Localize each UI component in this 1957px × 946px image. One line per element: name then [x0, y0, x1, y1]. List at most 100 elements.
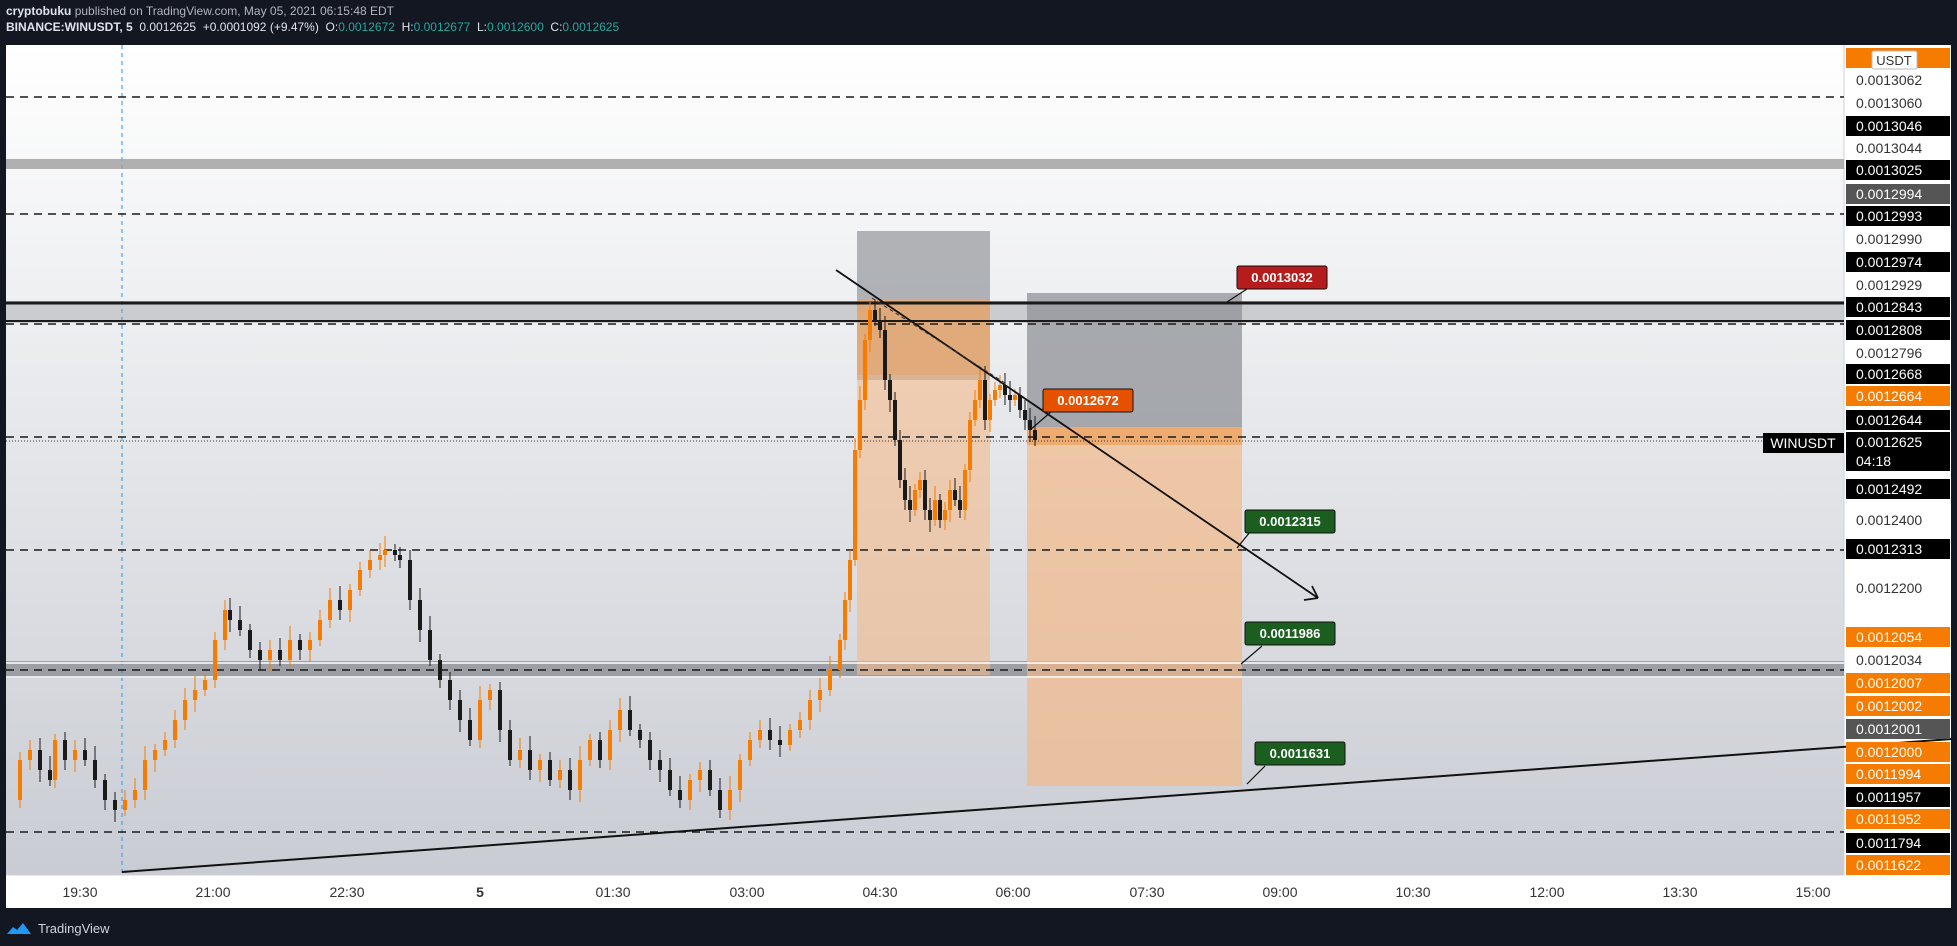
candle-body — [958, 500, 962, 510]
horizontal-levels[interactable] — [6, 96, 1844, 833]
candle-body — [648, 740, 652, 760]
candle-body — [668, 770, 672, 790]
candle-body — [228, 610, 232, 620]
price-label: 04:18 — [1856, 453, 1891, 469]
low-value: 0.0012600 — [487, 20, 544, 34]
candle-body — [113, 800, 117, 810]
price-annotation-label: 0.0012315 — [1259, 514, 1320, 529]
candle-body — [163, 740, 167, 750]
price-label: 0.0011957 — [1856, 789, 1921, 805]
candle-body — [998, 385, 1002, 390]
candle-body — [928, 510, 932, 520]
candle-body — [908, 500, 912, 510]
candle-body — [1033, 430, 1037, 440]
candle-body — [878, 320, 882, 330]
footer: TradingView — [6, 918, 110, 938]
time-axis[interactable] — [6, 875, 1844, 908]
candle-body — [48, 770, 52, 780]
candle-body — [398, 555, 402, 560]
candle-body — [458, 700, 462, 720]
price-label-bg — [1846, 297, 1950, 317]
price-annotation-label: 0.0011631 — [1270, 746, 1331, 761]
time-tick-label: 19:30 — [62, 884, 97, 900]
candle-body — [758, 730, 762, 740]
price-label: 0.0013046 — [1856, 118, 1922, 134]
price-label: 0.0012007 — [1856, 675, 1922, 691]
price-annotation[interactable] — [1254, 741, 1346, 766]
price-annotation-label: 0.0013032 — [1251, 270, 1312, 285]
candle-body — [853, 450, 857, 560]
price-label-bg — [1846, 160, 1950, 180]
price-label-bg — [1846, 364, 1950, 384]
price-label-bg — [1846, 787, 1950, 807]
downtrend-line[interactable] — [835, 269, 1319, 599]
price-label-bg — [1846, 432, 1950, 452]
time-tick-label: 13:30 — [1662, 884, 1697, 900]
candle-body — [1008, 395, 1012, 400]
currency-badge[interactable] — [1871, 50, 1918, 70]
candle-body — [923, 480, 927, 510]
candle-body — [123, 800, 127, 810]
uptrend-line[interactable] — [121, 738, 1953, 873]
candle-body — [778, 740, 782, 745]
price-label: 0.0012034 — [1856, 652, 1922, 668]
time-tick-label: 15:00 — [1795, 884, 1830, 900]
price-label: 0.0012929 — [1856, 277, 1922, 293]
footer-brand[interactable]: TradingView — [38, 920, 110, 936]
last-price: 0.0012625 — [139, 20, 197, 34]
candle-body — [678, 790, 682, 800]
price-label: 0.0012625 — [1856, 434, 1922, 450]
price-label: 0.0012994 — [1856, 186, 1922, 202]
dashed-trendline — [871, 297, 1006, 384]
price-label: 0.0012400 — [1856, 512, 1922, 528]
candle-body — [73, 750, 77, 760]
price-label-bg — [1846, 320, 1950, 340]
candle-body — [438, 660, 442, 680]
candle-body — [658, 760, 662, 770]
candle-body — [328, 600, 332, 620]
candle-body — [738, 760, 742, 790]
candle-body — [38, 750, 42, 770]
candle-body — [598, 740, 602, 760]
price-label-bg — [1846, 855, 1950, 875]
low-label: L: — [477, 20, 488, 34]
price-label: 0.0012993 — [1856, 208, 1922, 224]
price-annotation[interactable] — [1244, 509, 1336, 534]
price-annotation[interactable] — [1236, 265, 1328, 290]
candle-body — [348, 590, 352, 610]
resistance-band — [6, 159, 1844, 169]
candle-body — [238, 620, 242, 630]
candle-body — [903, 480, 907, 500]
price-label: 0.0011994 — [1856, 766, 1921, 782]
candle-body — [973, 400, 977, 420]
candle-body — [83, 750, 87, 760]
candle-body — [863, 340, 867, 400]
candle-body — [223, 610, 227, 640]
price-label: 0.0011794 — [1856, 835, 1921, 851]
candle-body — [978, 380, 982, 400]
candle-body — [1003, 385, 1007, 395]
candle-body — [508, 730, 512, 760]
price-label: 0.0012001 — [1856, 721, 1922, 737]
price-annotation[interactable] — [1042, 388, 1134, 413]
candle-body — [318, 620, 322, 640]
price-annotation-label: 0.0012672 — [1057, 393, 1118, 408]
candle-body — [698, 770, 702, 780]
high-value: 0.0012677 — [413, 20, 471, 34]
time-tick-label: 03:00 — [729, 884, 764, 900]
price-annotation[interactable] — [1244, 621, 1336, 646]
price-label-bg — [1846, 252, 1950, 272]
candle-body — [608, 730, 612, 760]
publisher-name[interactable]: cryptobuku — [6, 4, 72, 18]
price-label-bg — [1846, 833, 1950, 853]
candle-body — [478, 700, 482, 740]
time-axis-labels: 19:30 21:00 22:30 5 01:30 03:00 04:30 06:00 07:3… — [62, 884, 1830, 900]
candle-body — [963, 470, 967, 510]
price-label-bg — [1846, 764, 1950, 784]
price-annotation-label: 0.0011986 — [1260, 626, 1321, 641]
close-value: 0.0012625 — [562, 20, 620, 34]
candle-body — [173, 720, 177, 740]
price-label: 0.0012843 — [1856, 299, 1922, 315]
tradingview-logo-icon[interactable] — [6, 921, 32, 935]
